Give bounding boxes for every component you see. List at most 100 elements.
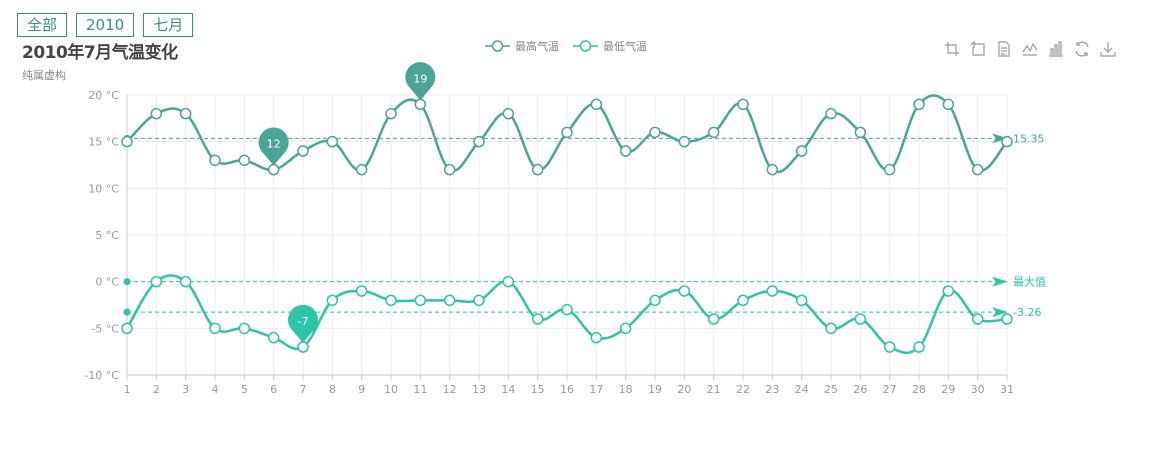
markline-arrow xyxy=(992,276,1008,287)
filter-year-button[interactable]: 2010 xyxy=(76,13,135,37)
data-point xyxy=(737,98,749,111)
data-point xyxy=(913,341,925,353)
data-point xyxy=(326,294,339,307)
data-point xyxy=(619,322,632,335)
data-point xyxy=(179,275,192,288)
x-tick-label: 18 xyxy=(619,383,633,396)
download-icon[interactable] xyxy=(1100,41,1116,57)
x-tick-label: 12 xyxy=(443,383,457,396)
x-tick-label: 15 xyxy=(531,383,545,396)
filter-all-button[interactable]: 全部 xyxy=(17,13,68,37)
filter-bar: 全部 2010 七月 xyxy=(17,13,194,37)
x-tick-label: 30 xyxy=(971,383,985,396)
legend-marker xyxy=(579,40,592,52)
x-tick-label: 25 xyxy=(824,383,838,396)
x-tick-label: 26 xyxy=(853,383,867,396)
data-point xyxy=(561,303,573,316)
y-tick-label: -10 °C xyxy=(84,369,119,382)
data-point xyxy=(707,126,720,139)
data-point xyxy=(795,294,808,307)
data-view-icon[interactable] xyxy=(996,41,1012,57)
x-tick-label: 22 xyxy=(736,383,750,396)
markpoint-label: 19 xyxy=(413,72,427,85)
data-point xyxy=(473,135,485,148)
y-tick-label: 0 °C xyxy=(95,276,119,289)
x-tick-label: 14 xyxy=(501,383,515,396)
toolbox xyxy=(944,41,1116,57)
data-point xyxy=(854,126,867,139)
data-point xyxy=(179,107,192,120)
data-point xyxy=(443,294,456,307)
x-tick-label: 13 xyxy=(472,383,486,396)
x-tick-label: 9 xyxy=(358,383,365,396)
x-tick-label: 6 xyxy=(270,383,277,396)
markline-arrow xyxy=(992,307,1008,318)
x-tick-label: 19 xyxy=(648,383,662,396)
data-point xyxy=(561,126,573,139)
x-tick-label: 23 xyxy=(765,383,779,396)
zoom-select-icon[interactable] xyxy=(944,41,960,57)
data-point xyxy=(443,163,456,176)
data-point xyxy=(121,135,133,148)
x-tick-label: 27 xyxy=(883,383,897,396)
mark-lines: 15.35 最大值 -3.26 xyxy=(123,132,1046,319)
data-point xyxy=(619,145,632,157)
data-point xyxy=(297,341,309,353)
data-point xyxy=(766,163,779,176)
chart-subtitle: 纯属虚构 xyxy=(22,69,66,82)
x-tick-label: 28 xyxy=(912,383,926,396)
markpoint-label: 12 xyxy=(267,138,281,151)
data-point xyxy=(942,98,955,111)
data-point xyxy=(678,285,691,297)
data-point xyxy=(531,163,544,176)
x-tick-label: 24 xyxy=(795,383,809,396)
markline-label: 15.35 xyxy=(1013,132,1045,145)
zoom-reset-icon[interactable] xyxy=(970,41,986,57)
data-point xyxy=(766,285,779,297)
data-point xyxy=(414,294,427,307)
data-point xyxy=(326,135,339,148)
data-point xyxy=(883,163,896,176)
data-point xyxy=(707,313,720,325)
markline-label: 最大值 xyxy=(1013,275,1046,289)
data-point xyxy=(825,322,837,335)
markline-arrow xyxy=(992,133,1008,144)
data-point xyxy=(502,275,515,288)
series-layer xyxy=(121,94,1013,355)
data-point xyxy=(385,107,397,120)
markline-label: -3.26 xyxy=(1013,306,1041,319)
data-point xyxy=(590,98,603,111)
data-point xyxy=(238,322,251,335)
data-point xyxy=(355,163,368,176)
bar-chart-icon[interactable] xyxy=(1048,41,1064,57)
x-tick-label: 16 xyxy=(560,383,574,396)
filter-month-button[interactable]: 七月 xyxy=(143,13,194,37)
x-tick-label: 20 xyxy=(677,383,691,396)
data-point xyxy=(1001,313,1013,325)
x-tick-label: 7 xyxy=(300,383,307,396)
y-tick-label: 10 °C xyxy=(88,182,119,195)
x-tick-label: 4 xyxy=(212,383,219,396)
data-point xyxy=(121,322,133,335)
data-point xyxy=(385,294,397,307)
data-point xyxy=(473,294,485,307)
data-point xyxy=(150,107,163,120)
legend-label: 最低气温 xyxy=(603,39,647,53)
legend: 最高气温 最低气温 xyxy=(485,39,647,53)
chart-title: 2010年7月气温变化 xyxy=(22,43,178,63)
x-tick-label: 1 xyxy=(124,383,131,396)
x-tick-label: 11 xyxy=(413,383,427,396)
x-tick-label: 17 xyxy=(589,383,603,396)
legend-marker xyxy=(491,40,504,52)
data-point xyxy=(854,313,867,325)
x-tick-label: 8 xyxy=(329,383,336,396)
markpoint-label: -7 xyxy=(298,315,309,328)
line-chart-icon[interactable] xyxy=(1022,41,1038,57)
data-point xyxy=(649,126,661,139)
data-point xyxy=(238,154,251,167)
restore-icon[interactable] xyxy=(1074,41,1090,57)
y-tick-label: 20 °C xyxy=(88,89,119,102)
data-point xyxy=(267,331,280,344)
x-tick-label: 29 xyxy=(941,383,955,396)
